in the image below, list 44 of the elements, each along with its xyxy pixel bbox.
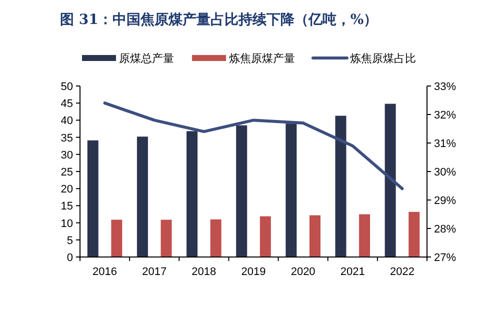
y-tick-label: 25 — [60, 166, 73, 178]
y2-tick-label: 32% — [434, 110, 456, 122]
bar — [286, 124, 297, 257]
x-tick-label: 2022 — [390, 266, 414, 278]
bar — [87, 140, 98, 257]
y-tick-label: 20 — [60, 184, 73, 196]
bar — [335, 116, 346, 257]
bar — [210, 219, 222, 257]
bar — [260, 216, 271, 257]
legend-label: 炼焦原煤产量 — [229, 52, 295, 65]
legend-label: 炼焦原煤占比 — [350, 52, 416, 65]
bar — [309, 215, 320, 257]
bar — [111, 220, 122, 257]
x-tick-label: 2019 — [241, 266, 266, 278]
y2-tick-label: 31% — [434, 138, 456, 150]
x-tick-label: 2017 — [142, 266, 167, 278]
line-series — [103, 102, 404, 190]
y-tick-label: 30 — [60, 149, 73, 162]
bar — [136, 136, 148, 257]
bar — [160, 220, 172, 257]
bar — [384, 104, 396, 257]
chart-title: 图 31：中国焦原煤产量占比持续下降（亿吨，%） — [60, 11, 378, 28]
x-tick-label: 2016 — [92, 266, 118, 278]
y-tick-label: 15 — [60, 200, 73, 213]
bar — [236, 125, 248, 257]
legend-label: 原煤总产量 — [119, 52, 174, 65]
x-tick-label: 2018 — [192, 266, 216, 278]
y2-tick-label: 33% — [434, 81, 456, 93]
bar — [408, 212, 420, 257]
y-tick-label: 40 — [60, 115, 73, 128]
bar — [186, 131, 198, 257]
y-tick-label: 10 — [60, 218, 73, 230]
x-tick-label: 2020 — [290, 266, 316, 278]
y-tick-label: 0 — [66, 252, 73, 264]
y2-tick-label: 27% — [434, 252, 456, 264]
bar — [359, 214, 370, 257]
y-tick-label: 50 — [60, 81, 73, 93]
y2-tick-label: 29% — [434, 195, 456, 207]
y2-tick-label: 30% — [434, 166, 456, 178]
y-tick-label: 5 — [66, 234, 73, 247]
y2-tick-label: 28% — [434, 224, 456, 236]
y-tick-label: 35 — [60, 132, 73, 144]
y-tick-label: 45 — [60, 98, 73, 110]
x-tick-label: 2021 — [340, 266, 365, 278]
